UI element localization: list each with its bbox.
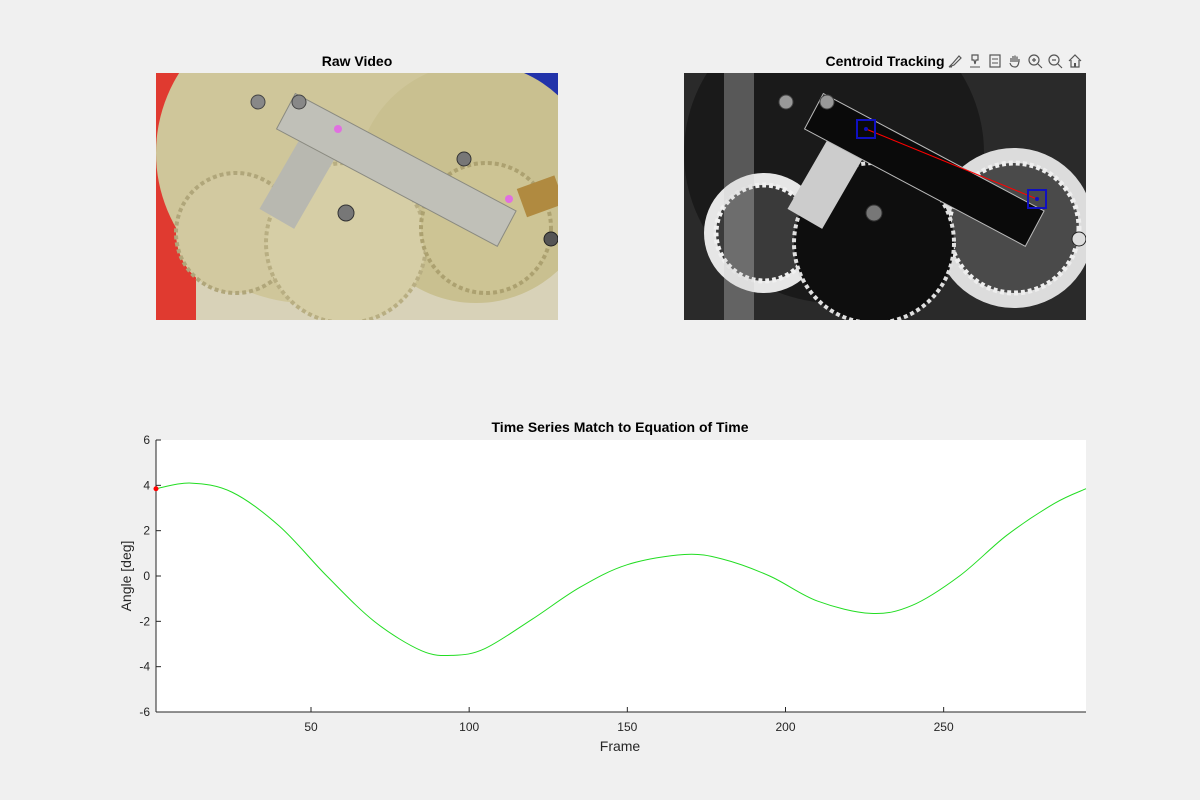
brush-icon[interactable]	[946, 52, 964, 70]
series-line-0	[155, 482, 1087, 657]
centroid-tracking-frame	[684, 73, 1086, 320]
raw-video-frame	[156, 73, 558, 320]
zoom-in-icon[interactable]	[1026, 52, 1044, 70]
pan-icon[interactable]	[1006, 52, 1024, 70]
y-tick-label: 6	[143, 433, 150, 447]
x-tick-label: 250	[934, 720, 954, 734]
x-tick-label: 50	[304, 720, 318, 734]
home-icon[interactable]	[1066, 52, 1084, 70]
x-tick-label: 200	[775, 720, 795, 734]
plot-background	[156, 440, 1086, 712]
x-tick-label: 100	[459, 720, 479, 734]
datatip-icon[interactable]	[966, 52, 984, 70]
centroid-tracking-title: Centroid Tracking	[825, 53, 945, 69]
y-tick-label: -4	[139, 660, 150, 674]
y-tick-label: 2	[143, 524, 150, 538]
y-tick-label: -6	[139, 705, 150, 719]
track-box-2	[1027, 189, 1047, 209]
x-axis-label: Frame	[600, 738, 641, 754]
track-box-1	[856, 119, 876, 139]
y-tick-label: -2	[139, 614, 150, 628]
chart-title: Time Series Match to Equation of Time	[492, 419, 749, 435]
zoom-out-icon[interactable]	[1046, 52, 1064, 70]
y-tick-label: 4	[143, 478, 150, 492]
current-frame-marker	[153, 486, 159, 492]
x-tick-label: 150	[617, 720, 637, 734]
y-tick-label: 0	[143, 569, 150, 583]
legend-icon[interactable]	[986, 52, 1004, 70]
raw-video-image	[156, 73, 558, 320]
centroid-tracking-image	[684, 73, 1086, 320]
track-line	[865, 128, 1038, 200]
y-axis-label: Angle [deg]	[118, 541, 134, 612]
axes-toolbar	[946, 51, 1084, 71]
raw-video-title: Raw Video	[321, 53, 393, 69]
